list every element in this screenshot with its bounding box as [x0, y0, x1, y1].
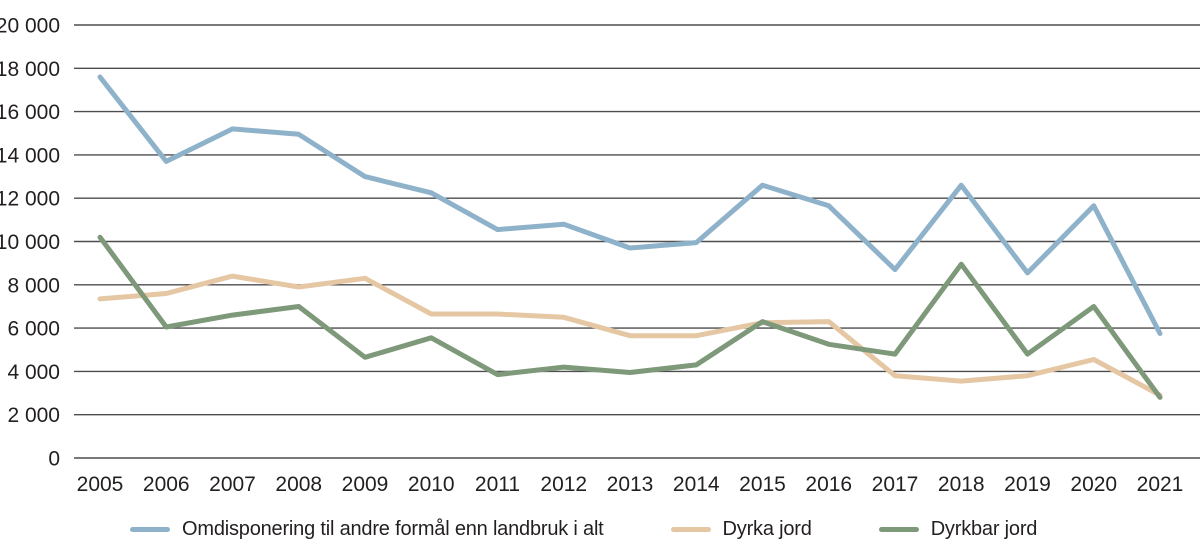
legend-item-omdisponering: Omdisponering til andre formål enn landb… — [130, 518, 604, 541]
legend-swatch-dyrka-jord — [670, 527, 711, 532]
legend-label-dyrka-jord: Dyrka jord — [722, 518, 812, 540]
y-axis-tick-label: 4 000 — [7, 361, 60, 384]
legend-item-dyrka-jord: Dyrka jord — [670, 518, 812, 541]
y-axis-tick-label: 14 000 — [0, 144, 60, 167]
x-axis-tick-label: 2010 — [408, 473, 455, 496]
x-axis-tick-label: 2009 — [342, 473, 389, 496]
x-axis-tick-label: 2020 — [1070, 473, 1117, 496]
series-line-0 — [97, 74, 1163, 336]
x-axis-tick-label: 2008 — [275, 473, 322, 496]
x-axis-tick-label: 2007 — [209, 473, 256, 496]
series-line-2 — [97, 234, 1163, 400]
legend-label-omdisponering: Omdisponering til andre formål enn landb… — [182, 518, 604, 540]
y-axis-tick-label: 2 000 — [7, 404, 60, 427]
plot-area: 0 2 000 4 000 6 000 8 000 10 000 12 000 14 000 1… — [0, 15, 1200, 496]
x-axis-tick-label: 2014 — [673, 473, 720, 496]
x-axis-tick-label: 2021 — [1137, 473, 1184, 496]
legend: Omdisponering til andre formål enn landb… — [130, 518, 1037, 541]
x-axis-tick-label: 2016 — [805, 473, 852, 496]
legend-swatch-dyrkbar-jord — [878, 527, 919, 532]
y-axis-tick-label: 20 000 — [0, 15, 60, 38]
y-axis-tick-label: 10 000 — [0, 231, 60, 254]
y-axis-tick-label: 6 000 — [7, 318, 60, 341]
y-axis-tick-label: 8 000 — [7, 274, 60, 297]
x-axis-tick-label: 2017 — [872, 473, 919, 496]
legend-label-dyrkbar-jord: Dyrkbar jord — [930, 518, 1038, 540]
y-axis-tick-label: 16 000 — [0, 101, 60, 124]
x-axis-tick-label: 2013 — [607, 473, 654, 496]
x-axis-tick-label: 2018 — [938, 473, 985, 496]
x-axis-tick-label: 2005 — [77, 473, 124, 496]
legend-swatch-omdisponering — [130, 527, 170, 532]
x-axis-tick-label: 2012 — [540, 473, 587, 496]
x-axis-tick-label: 2019 — [1004, 473, 1051, 496]
x-axis-tick-label: 2015 — [739, 473, 786, 496]
legend-item-dyrkbar-jord: Dyrkbar jord — [878, 518, 1038, 541]
x-axis-tick-label: 2011 — [475, 473, 520, 496]
y-axis-tick-label: 18 000 — [0, 58, 60, 81]
y-axis-tick-label: 0 — [48, 448, 60, 471]
y-axis-tick-label: 12 000 — [0, 188, 60, 211]
x-axis-tick-label: 2006 — [143, 473, 190, 496]
series-line-1 — [97, 273, 1163, 398]
